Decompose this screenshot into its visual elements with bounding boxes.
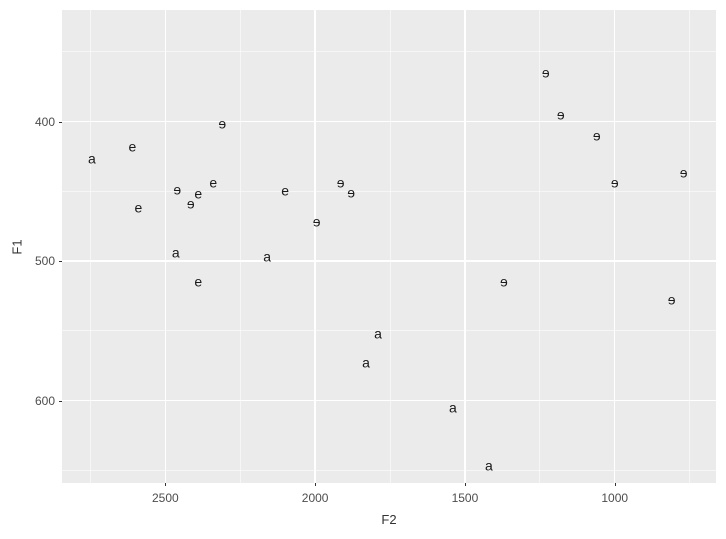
x-minor-gridline xyxy=(239,10,241,483)
y-major-gridline xyxy=(62,399,716,402)
data-point-label-e: e xyxy=(281,182,290,199)
y-major-gridline xyxy=(62,120,716,123)
data-point-label-ɘ: ɘ xyxy=(592,127,601,144)
x-tick-mark xyxy=(165,483,167,486)
data-point-label-ɘ: ɘ xyxy=(556,106,565,123)
x-axis-title: F2 xyxy=(381,512,397,527)
x-minor-gridline xyxy=(689,10,691,483)
y-minor-gridline xyxy=(62,190,716,192)
plot-panel xyxy=(62,10,716,483)
x-major-gridline xyxy=(314,10,316,483)
x-tick-mark xyxy=(464,483,466,486)
data-point-label-ɘ: ɘ xyxy=(499,273,508,290)
data-point-label-ɘ: ɘ xyxy=(679,164,688,181)
data-point-label-ɘ: ɘ xyxy=(173,181,182,198)
y-axis-title: F1 xyxy=(9,238,25,255)
x-tick-mark xyxy=(614,483,616,486)
data-point-label-ɘ: ɘ xyxy=(186,195,195,212)
data-point-label-a: a xyxy=(263,248,272,265)
data-point-label-ɘ: ɘ xyxy=(667,291,676,308)
y-minor-gridline xyxy=(62,51,716,53)
data-point-label-a: a xyxy=(362,354,370,371)
x-major-gridline xyxy=(464,10,466,483)
y-tick-label: 400 xyxy=(34,114,55,129)
x-tick-label: 2500 xyxy=(151,491,179,505)
data-point-label-ɘ: ɘ xyxy=(336,174,345,191)
data-point-label-ɘ: ɘ xyxy=(541,64,550,81)
x-tick-label: 1500 xyxy=(451,491,479,505)
x-tick-label: 2000 xyxy=(301,491,329,505)
x-minor-gridline xyxy=(389,10,391,483)
data-point-label-ɘ: ɘ xyxy=(610,174,619,191)
x-major-gridline xyxy=(613,10,616,483)
data-point-label-a: a xyxy=(485,457,493,474)
data-point-label-ɘ: ɘ xyxy=(312,213,321,230)
y-minor-gridline xyxy=(62,330,716,332)
data-point-label-a: a xyxy=(449,399,457,416)
data-point-label-e: e xyxy=(209,174,218,191)
x-minor-gridline xyxy=(539,10,541,483)
y-tick-mark xyxy=(59,400,62,402)
y-tick-label: 500 xyxy=(34,254,55,269)
y-tick-mark xyxy=(59,121,62,123)
data-point-label-e: e xyxy=(194,273,203,290)
data-point-label-a: a xyxy=(88,150,96,167)
x-tick-label: 1000 xyxy=(601,491,629,505)
y-tick-label: 600 xyxy=(34,393,55,408)
y-major-gridline xyxy=(62,260,716,262)
x-minor-gridline xyxy=(89,10,91,483)
data-point-label-e: e xyxy=(128,138,137,155)
y-minor-gridline xyxy=(62,469,716,471)
data-point-label-ɘ: ɘ xyxy=(347,184,355,201)
y-tick-mark xyxy=(59,261,62,263)
data-point-label-ɘ: ɘ xyxy=(218,115,227,132)
data-point-label-e: e xyxy=(134,199,143,216)
data-point-label-a: a xyxy=(171,244,180,261)
x-major-gridline xyxy=(164,10,167,483)
x-tick-mark xyxy=(315,483,317,486)
data-point-label-a: a xyxy=(374,325,382,342)
data-point-label-e: e xyxy=(194,185,203,202)
